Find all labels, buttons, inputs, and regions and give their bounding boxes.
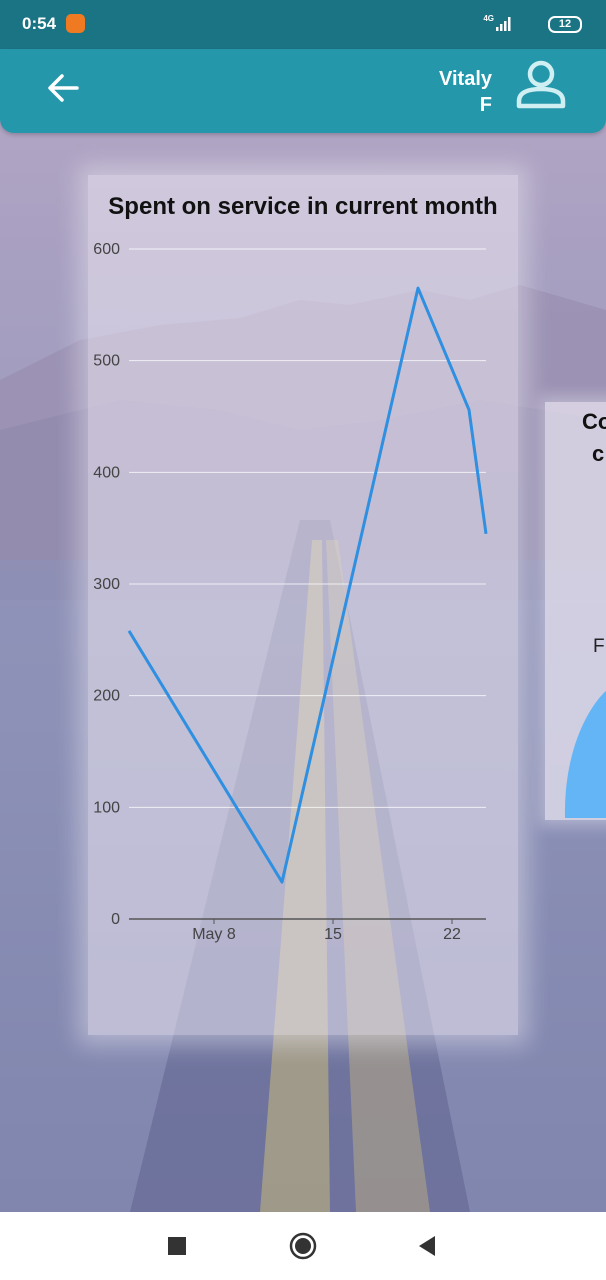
spending-line-chart: Spent on service in current month 0 100 20… xyxy=(93,193,497,943)
user-name: Vitaly F xyxy=(439,66,492,118)
second-chart-title-line1: Co xyxy=(582,409,606,434)
battery-icon: 12 xyxy=(548,16,582,33)
second-chart-card[interactable]: Co c F xyxy=(545,402,606,820)
y-tick-label: 200 xyxy=(93,688,120,705)
status-time: 0:54 xyxy=(22,14,57,33)
y-axis-ticks: 0 100 200 300 400 500 600 xyxy=(93,241,120,928)
user-name-last: F xyxy=(479,94,492,116)
user-icon[interactable] xyxy=(514,57,568,111)
notification-app-icon xyxy=(66,14,85,33)
chart-gridlines xyxy=(129,248,486,920)
app-bar: Vitaly F xyxy=(0,49,606,133)
x-tick-label: 15 xyxy=(324,926,342,943)
user-name-first: Vitaly xyxy=(439,68,492,90)
spending-chart-card: Spent on service in current month 0 100 20… xyxy=(88,175,518,1035)
pie-chart-slice xyxy=(564,690,606,818)
y-tick-label: 400 xyxy=(93,464,120,481)
second-chart-legend: F xyxy=(593,636,605,657)
x-axis-ticks: May 8 15 22 xyxy=(192,919,461,943)
back-button[interactable] xyxy=(40,65,86,111)
chart-title: Spent on service in current month xyxy=(108,193,497,220)
second-chart-title-line2: c xyxy=(592,441,605,466)
y-tick-label: 300 xyxy=(93,576,120,593)
signal-icon xyxy=(496,17,511,31)
nav-square-icon[interactable] xyxy=(168,1232,186,1260)
back-arrow-icon xyxy=(48,74,79,102)
series-line xyxy=(127,286,488,884)
second-chart-title: Co c xyxy=(582,406,606,470)
y-tick-label: 600 xyxy=(93,241,120,258)
x-tick-label: 22 xyxy=(443,926,461,943)
x-tick-label: May 8 xyxy=(192,926,236,943)
nav-triangle-icon[interactable] xyxy=(418,1232,436,1260)
y-tick-label: 500 xyxy=(93,353,120,370)
y-tick-label: 100 xyxy=(93,799,120,816)
nav-circle-icon[interactable] xyxy=(289,1232,317,1260)
status-bar: 0:54 4G 12 xyxy=(0,0,606,49)
y-tick-label: 0 xyxy=(111,911,120,928)
navigation-bar xyxy=(0,1212,606,1280)
network-type: 4G xyxy=(483,14,494,23)
